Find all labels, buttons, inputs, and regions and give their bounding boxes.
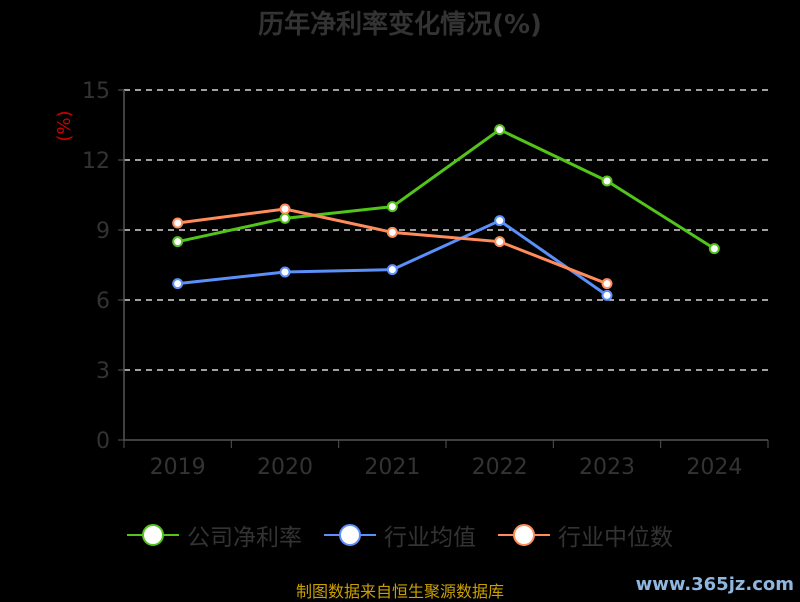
legend-item[interactable]: 公司净利率 xyxy=(127,518,302,552)
series-line xyxy=(177,127,716,250)
legend: 公司净利率 行业均值 行业中位数 xyxy=(0,518,800,552)
data-point xyxy=(172,217,184,229)
source-note: 制图数据来自恒生聚源数据库 xyxy=(295,582,504,601)
legend-item[interactable]: 行业均值 xyxy=(324,518,476,552)
data-point xyxy=(279,212,291,224)
y-tick-label: 12 xyxy=(82,149,110,174)
legend-label: 行业中位数 xyxy=(558,525,673,551)
data-point xyxy=(601,278,613,290)
axes: 0 3 6 9 12 15 2019 2020 2021 2022 2023 2024 xyxy=(82,79,769,480)
legend-label: 行业均值 xyxy=(384,525,476,551)
x-tick-label: 2020 xyxy=(257,455,313,480)
y-tick-label: 15 xyxy=(82,79,110,104)
y-tick-label: 6 xyxy=(96,289,110,314)
data-point xyxy=(172,236,184,248)
y-tick-label: 3 xyxy=(96,359,110,384)
grid-lines xyxy=(124,89,768,371)
legend-swatch-icon xyxy=(127,524,179,546)
x-tick-label: 2019 xyxy=(150,455,206,480)
data-point xyxy=(386,226,398,238)
legend-swatch-icon xyxy=(324,524,376,546)
data-point xyxy=(494,236,506,248)
data-point xyxy=(601,175,613,187)
data-point xyxy=(386,264,398,276)
data-point xyxy=(494,124,506,136)
legend-marker xyxy=(513,524,535,546)
watermark: www.365jz.com xyxy=(635,574,794,595)
data-point xyxy=(172,278,184,290)
y-tick-label: 0 xyxy=(96,429,110,454)
y-axis-label: (%) xyxy=(54,110,75,141)
chart-title: 历年净利率变化情况(%) xyxy=(258,10,542,40)
legend-item[interactable]: 行业中位数 xyxy=(498,518,673,552)
legend-swatch-icon xyxy=(498,524,550,546)
x-tick-label: 2022 xyxy=(472,455,528,480)
x-tick-label: 2021 xyxy=(364,455,420,480)
y-tick-label: 9 xyxy=(96,219,110,244)
legend-marker xyxy=(142,524,164,546)
data-point xyxy=(494,215,506,227)
data-point xyxy=(601,289,613,301)
x-tick-label: 2023 xyxy=(579,455,635,480)
legend-marker xyxy=(339,524,361,546)
data-point xyxy=(386,201,398,213)
data-point xyxy=(279,266,291,278)
data-point xyxy=(279,203,291,215)
legend-label: 公司净利率 xyxy=(187,525,302,551)
x-tick-label: 2024 xyxy=(686,455,742,480)
data-point xyxy=(708,243,720,255)
series xyxy=(172,124,720,301)
